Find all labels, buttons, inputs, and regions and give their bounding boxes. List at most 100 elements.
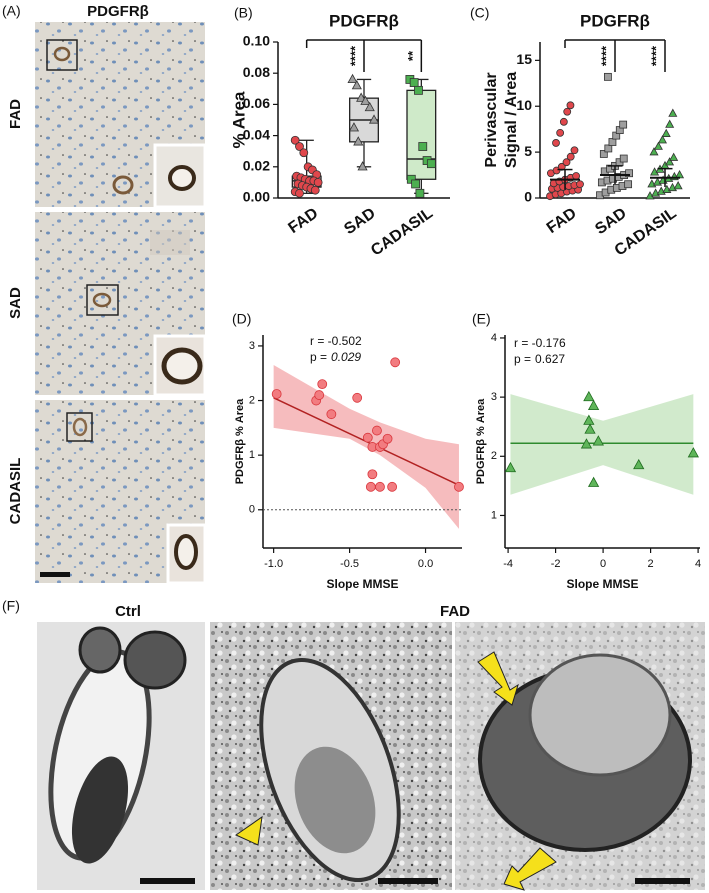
point (619, 154, 628, 163)
panel-label: (A) (2, 3, 21, 19)
chart: (C) PDGFRβ Perivascular Signal / Area 0 5 10 15… (470, 5, 690, 260)
point (454, 481, 464, 492)
y-tick-label: 15 (516, 51, 532, 67)
point (504, 461, 517, 473)
point (556, 128, 565, 137)
point (360, 95, 371, 105)
point (356, 92, 367, 102)
point (317, 379, 328, 390)
micrograph (35, 400, 207, 585)
y-axis-label: Signal / Area (503, 72, 520, 168)
significance-label: **** (648, 45, 663, 66)
panel-label: (B) (234, 5, 253, 21)
point (415, 188, 425, 198)
em-image (37, 622, 205, 890)
y-tick-label: 0.02 (243, 158, 270, 174)
point (552, 139, 560, 147)
significance-label: **** (598, 45, 613, 66)
x-tick-label: -1.0 (264, 558, 283, 570)
annotation: p = 0.627 (514, 352, 565, 366)
y-tick-label: 0.06 (243, 95, 270, 111)
panel-title: PDGFRβ (87, 3, 149, 20)
y-tick-label: 0.10 (243, 33, 270, 49)
point (295, 188, 304, 198)
y-axis-label: % Area (229, 91, 248, 149)
row-label: FAD (7, 99, 24, 129)
point (418, 142, 428, 151)
panel-label: (F) (2, 598, 20, 614)
point (604, 144, 613, 153)
point (673, 181, 683, 190)
point (583, 390, 595, 402)
point (426, 159, 436, 169)
annotation-value: 0.029 (331, 350, 361, 364)
point (290, 135, 300, 145)
y-tick-label: 2 (491, 450, 497, 462)
point (562, 158, 571, 167)
point (362, 432, 373, 443)
point (661, 128, 671, 137)
point (411, 179, 421, 189)
panel-label: (D) (232, 311, 251, 327)
x-tick-label: -2 (551, 558, 561, 570)
y-tick-label: 1 (249, 449, 255, 461)
y-axis-label: Perivascular (483, 72, 500, 167)
point (624, 180, 633, 189)
chart-title: PDGFRβ (580, 11, 650, 30)
y-tick-label: 0.08 (243, 64, 270, 80)
point (310, 185, 320, 195)
point (669, 152, 679, 161)
point (314, 390, 325, 400)
x-tick-label: 4 (695, 558, 701, 570)
point (668, 108, 678, 117)
point (351, 80, 362, 90)
panel-label: (E) (472, 311, 491, 327)
point (665, 119, 675, 128)
y-tick-label: 5 (524, 143, 532, 159)
y-axis-label: PDGFRβ % Area (475, 398, 487, 484)
point (313, 177, 323, 187)
point (372, 425, 382, 436)
point (552, 166, 561, 175)
point (633, 458, 645, 470)
point (566, 101, 575, 110)
point (357, 161, 368, 171)
point (271, 389, 282, 399)
annotation: r = -0.176 (514, 336, 566, 350)
point (592, 435, 604, 446)
point (665, 157, 675, 166)
micrograph (35, 212, 207, 397)
point (299, 148, 309, 158)
y-tick-label: 2 (249, 394, 255, 406)
point (326, 409, 337, 420)
panel-label: (C) (470, 5, 489, 21)
column-label: Ctrl (115, 603, 141, 620)
x-axis-label: Slope MMSE (326, 577, 398, 591)
y-tick-label: 3 (249, 340, 255, 352)
point (584, 423, 596, 434)
point (583, 414, 595, 425)
em-image (210, 622, 452, 890)
point (572, 172, 581, 180)
x-tick-label: 2 (648, 558, 654, 570)
point (352, 392, 363, 403)
point (625, 169, 634, 178)
y-tick-label: 4 (491, 332, 497, 344)
point (387, 481, 398, 492)
point (559, 117, 568, 126)
annotation-label: p = (310, 350, 327, 364)
annotation-label: p = (514, 352, 531, 366)
point (570, 146, 579, 155)
x-tick-label: 0.0 (418, 558, 433, 570)
point (649, 147, 659, 156)
point (382, 433, 393, 444)
y-tick-label: 0 (249, 504, 255, 516)
y-tick-label: 3 (491, 391, 497, 403)
significance-label: ** (405, 50, 420, 61)
em-image (455, 622, 705, 891)
chart: (D) PDGFRβ % Area 0 1 2 3 -1.0 -0.5 0.0 Slope MMS… (232, 311, 464, 591)
x-tick-label: -0.5 (340, 558, 359, 570)
chart-title: PDGFRβ (329, 11, 399, 30)
point (563, 107, 572, 116)
